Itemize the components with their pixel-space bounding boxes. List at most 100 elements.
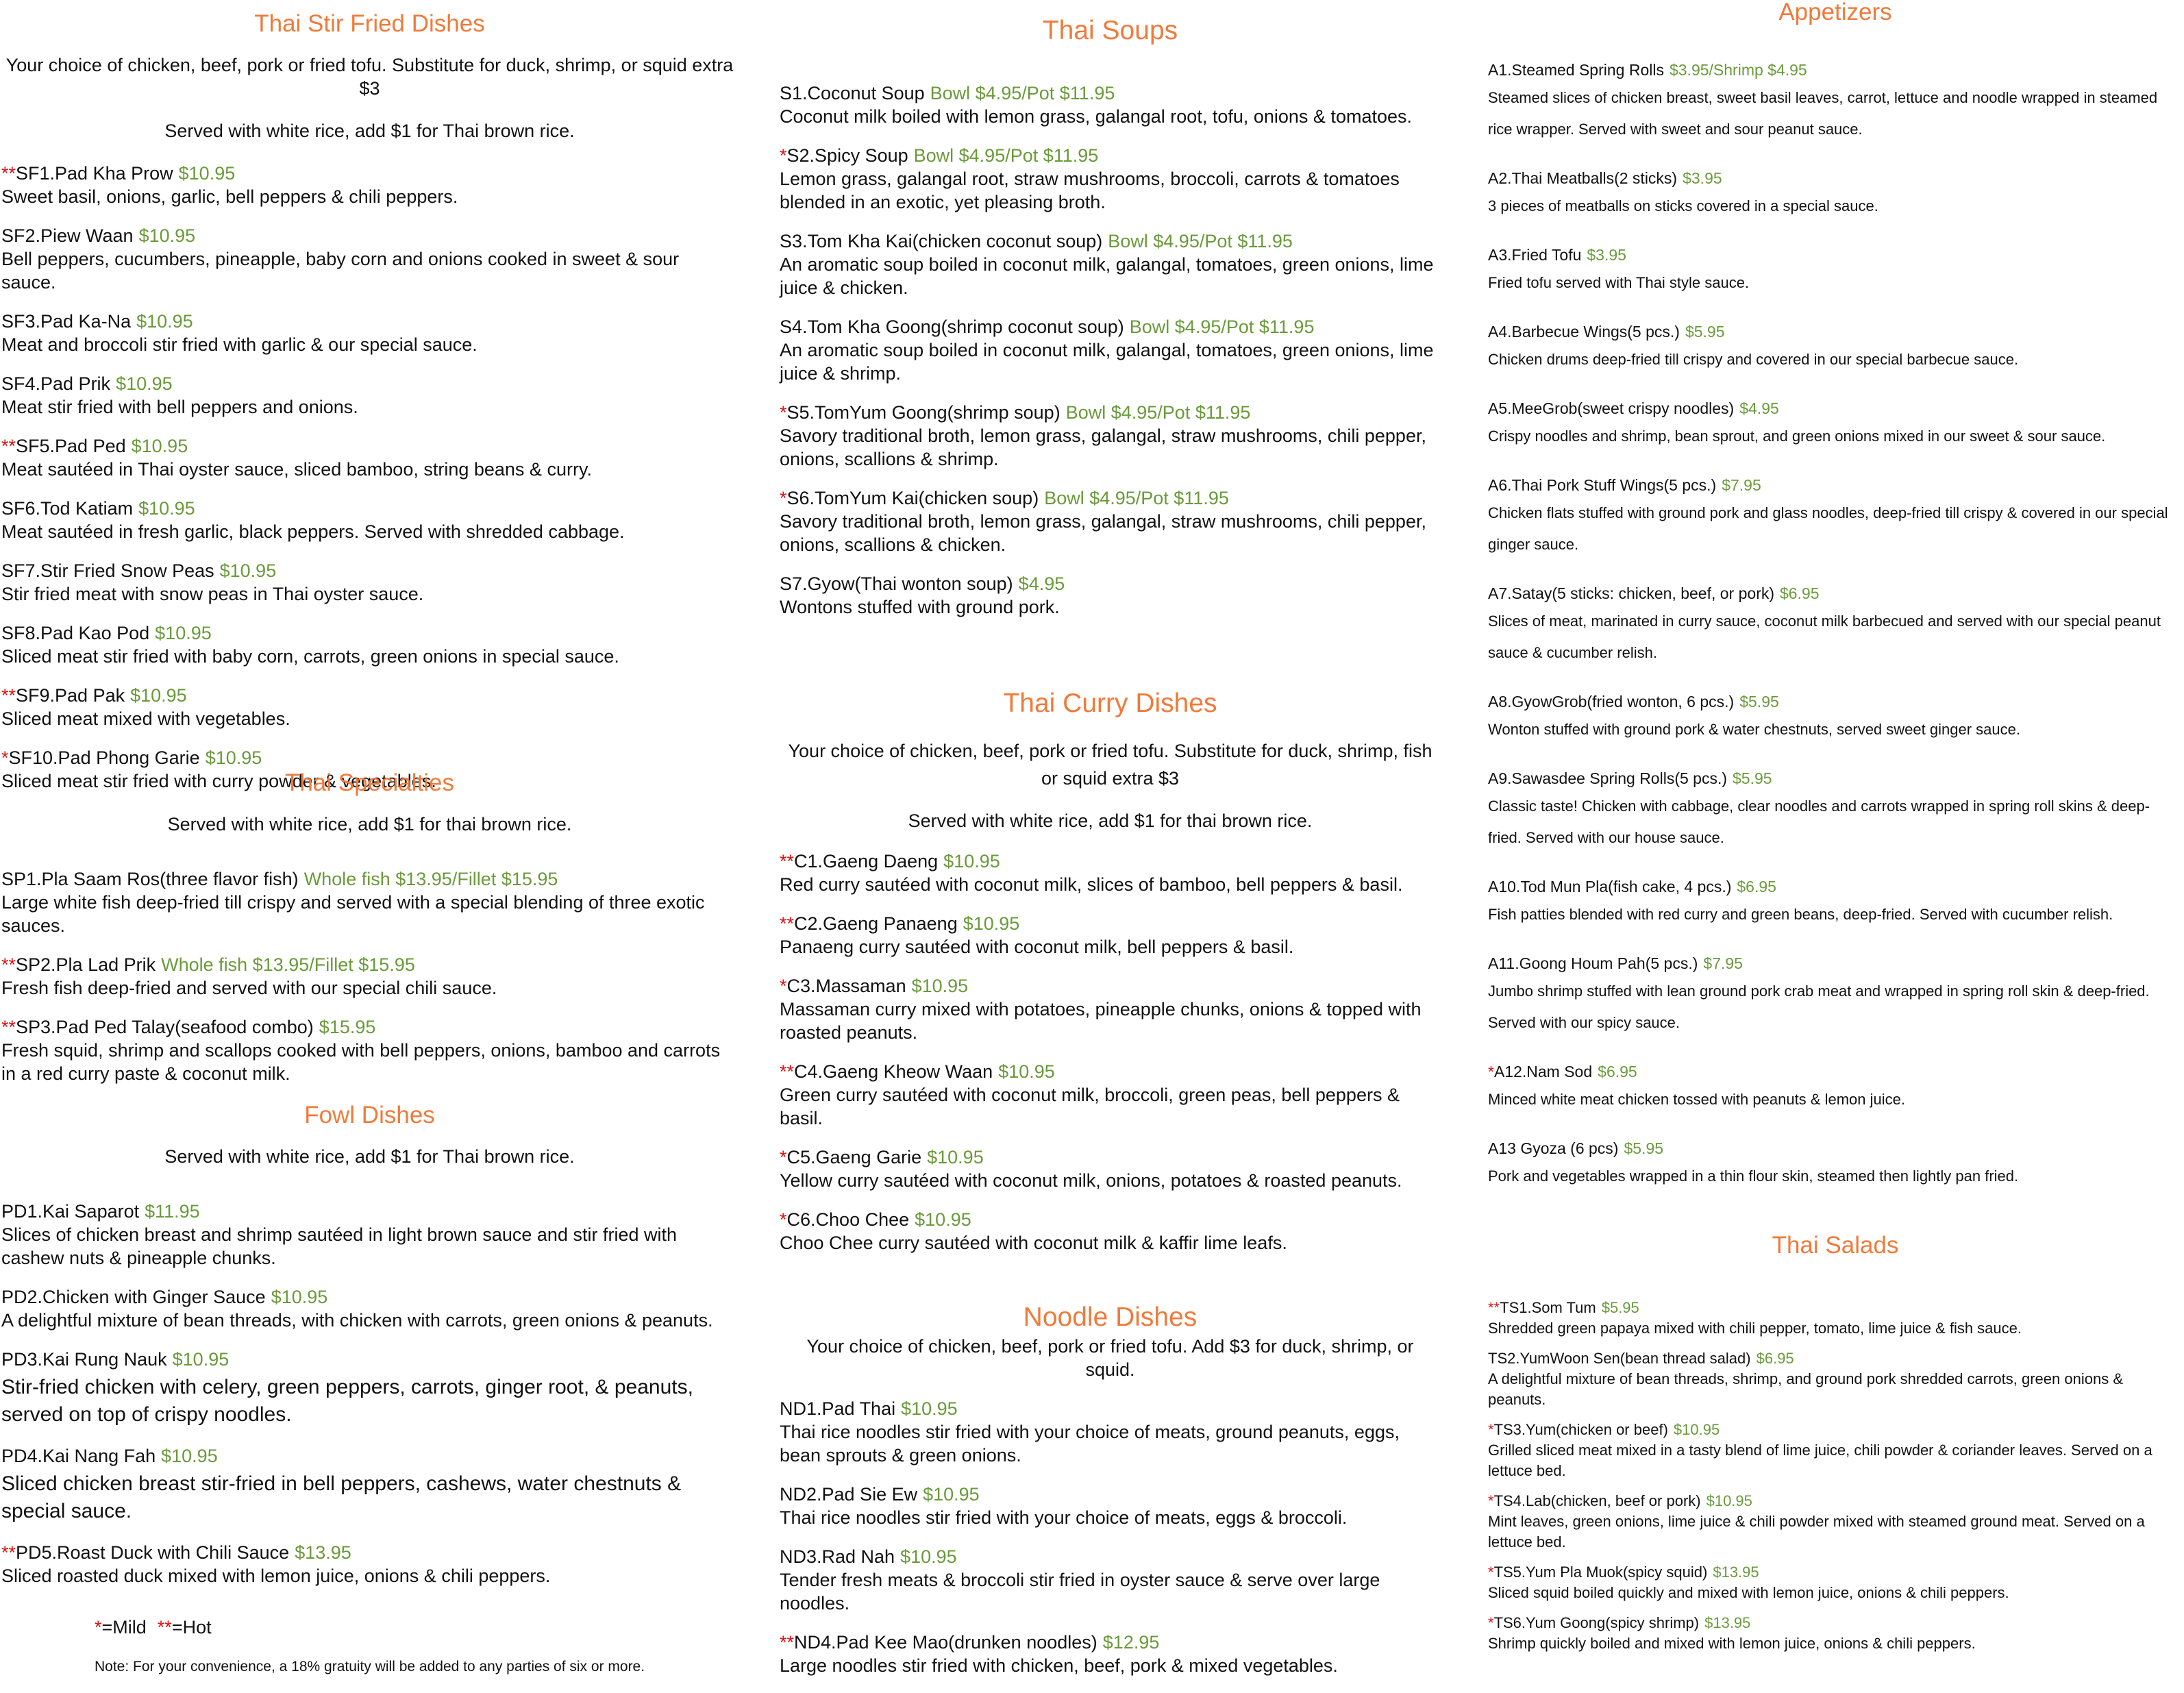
item-description: Meat sautéed in Thai oyster sauce, slice… [1,459,592,480]
item-price: Bowl $4.95/Pot $11.95 [1108,231,1293,251]
item-name: TS3.Yum(chicken or beef) [1493,1421,1668,1438]
item-heading: *C3.Massaman $10.95 [780,974,1441,998]
item-heading: A13 Gyoza (6 pcs) $5.95 [1488,1136,2183,1161]
item-price: $10.95 [915,1209,971,1230]
item-description: Fresh fish deep-fried and served with ou… [1,978,497,998]
item-description: Yellow curry sautéed with coconut milk, … [780,1170,1402,1191]
menu-item: A6.Thai Pork Stuff Wings(5 pcs.) $7.95 Chi… [1488,473,2183,560]
item-name: A4.Barbecue Wings(5 pcs.) [1488,323,1680,341]
item-name: A1.Steamed Spring Rolls [1488,61,1664,79]
spice-marker: * [1,747,9,768]
menu-item: A7.Satay(5 sticks: chicken, beef, or por… [1488,581,2183,669]
item-name: SF3.Pad Ka-Na [1,311,132,332]
item-heading: *S5.TomYum Goong(shrimp soup) Bowl $4.95/… [780,401,1441,424]
menu-item: SF7.Stir Fried Snow Peas $10.95 Stir fried… [1,559,738,606]
item-price: Bowl $4.95/Pot $11.95 [1065,402,1251,423]
item-heading: SF3.Pad Ka-Na $10.95 [1,310,738,333]
menu-column: Thai Soups S1.Coconut Soup Bowl $4.95/Pot … [780,0,1441,1679]
section-note: Your choice of chicken, beef, pork or fr… [806,1336,1414,1380]
item-price: $6.95 [1756,1350,1794,1367]
item-description: Mint leaves, green onions, lime juice & … [1488,1513,2145,1550]
menu-item: SF3.Pad Ka-Na $10.95 Meat and broccoli sti… [1,310,738,356]
menu-section: Noodle Dishes Your choice of chicken, bee… [780,1300,1441,1693]
item-heading: *TS6.Yum Goong(spicy shrimp) $13.95 [1488,1613,2183,1633]
item-description: Sliced meat mixed with vegetables. [1,708,290,729]
item-description: Thai rice noodles stir fried with your c… [780,1422,1400,1466]
item-description: Fresh squid, shrimp and scallops cooked … [1,1040,721,1084]
spice-marker: ** [1,1017,16,1037]
item-heading: **TS1.Som Tum $5.95 [1488,1298,2183,1318]
item-description: Meat sautéed in fresh garlic, black pepp… [1,521,625,542]
menu-item: PD1.Kai Saparot $11.95 Slices of chicken b… [1,1200,738,1270]
menu-item: A8.GyowGrob(fried wonton, 6 pcs.) $5.95 Wo… [1488,689,2183,745]
menu-item: *TS3.Yum(chicken or beef) $10.95 Grilled s… [1488,1420,2183,1481]
item-price: $3.95/Shrimp $4.95 [1669,61,1807,79]
item-price: $10.95 [138,225,196,246]
menu-item: A1.Steamed Spring Rolls $3.95/Shrimp $4.9… [1488,58,2183,145]
section-title: Thai Specialties [284,769,455,796]
menu-section: Thai Curry Dishes Your choice of chicken,… [780,687,1441,1270]
item-heading: S1.Coconut Soup Bowl $4.95/Pot $11.95 [780,82,1441,105]
menu-item: ND2.Pad Sie Ew $10.95 Thai rice noodles st… [780,1483,1441,1529]
menu-item: **C1.Gaeng Daeng $10.95 Red curry sautéed … [780,850,1441,896]
item-name: ND1.Pad Thai [780,1398,896,1419]
menu-item: A10.Tod Mun Pla(fish cake, 4 pcs.) $6.95 F… [1488,874,2183,930]
item-heading: **SF9.Pad Pak $10.95 [1,684,738,707]
item-price: $13.95 [1713,1564,1759,1581]
menu-item: **SF1.Pad Kha Prow $10.95 Sweet basil, oni… [1,162,738,208]
item-heading: SF7.Stir Fried Snow Peas $10.95 [1,559,738,582]
item-description: Sliced chicken breast stir-fried in bell… [1,1472,682,1522]
item-name: PD3.Kai Rung Nauk [1,1349,167,1370]
item-price: $10.95 [116,373,173,394]
item-price: $5.95 [1733,769,1772,787]
item-name: S4.Tom Kha Goong(shrimp coconut soup) [780,317,1124,337]
item-price: $6.95 [1737,878,1776,895]
section-title: Thai Curry Dishes [1003,689,1217,718]
item-name: A13 Gyoza (6 pcs) [1488,1139,1619,1157]
item-description: Fish patties blended with red curry and … [1488,906,2113,923]
item-name: TS4.Lab(chicken, beef or pork) [1493,1492,1701,1509]
item-name: A11.Goong Houm Pah(5 pcs.) [1488,954,1698,972]
spice-marker: ** [780,1632,795,1653]
item-price: $10.95 [138,498,195,519]
item-name: ND4.Pad Kee Mao(drunken noodles) [794,1632,1097,1653]
item-name: S6.TomYum Kai(chicken soup) [786,488,1039,508]
item-description: Red curry sautéed with coconut milk, sli… [780,874,1403,895]
item-name: A9.Sawasdee Spring Rolls(5 pcs.) [1488,769,1727,787]
section-note: Served with white rice, add $1 for thai … [908,811,1313,831]
item-price: $3.95 [1587,246,1626,264]
item-heading: A10.Tod Mun Pla(fish cake, 4 pcs.) $6.95 [1488,874,2183,899]
item-description: Panaeng curry sautéed with coconut milk,… [780,937,1294,957]
item-price: $6.95 [1598,1063,1637,1080]
item-heading: SF6.Tod Katiam $10.95 [1,497,738,520]
item-description: A delightful mixture of bean threads, wi… [1,1310,713,1331]
item-heading: ND3.Rad Nah $10.95 [780,1545,1441,1568]
item-heading: SF2.Piew Waan $10.95 [1,224,738,247]
item-name: A8.GyowGrob(fried wonton, 6 pcs.) [1488,693,1735,710]
menu-item: SF6.Tod Katiam $10.95 Meat sautéed in fres… [1,497,738,543]
item-description: Minced white meat chicken tossed with pe… [1488,1091,1905,1108]
spice-marker: * [780,402,787,423]
item-name: S3.Tom Kha Kai(chicken coconut soup) [780,231,1103,251]
item-heading: A8.GyowGrob(fried wonton, 6 pcs.) $5.95 [1488,689,2183,714]
item-price: $10.95 [900,1546,957,1567]
menu-item: *S2.Spicy Soup Bowl $4.95/Pot $11.95 Lemon… [780,144,1441,214]
section-note: Served with white rice, add $1 for thai … [167,814,572,835]
item-name: SF7.Stir Fried Snow Peas [1,560,214,581]
menu-item: *C3.Massaman $10.95 Massaman curry mixed w… [780,974,1441,1044]
menu-item: **SF5.Pad Ped $10.95 Meat sautéed in Thai … [1,434,738,481]
item-description: Stir-fried chicken with celery, green pe… [1,1376,693,1426]
item-heading: *A12.Nam Sod $6.95 [1488,1059,2183,1084]
item-description: Choo Chee curry sautéed with coconut mil… [780,1233,1287,1253]
menu-item: *C5.Gaeng Garie $10.95 Yellow curry sautée… [780,1146,1441,1192]
item-heading: SF8.Pad Kao Pod $10.95 [1,621,738,645]
item-name: A10.Tod Mun Pla(fish cake, 4 pcs.) [1488,878,1732,895]
menu-column: Appetizers A1.Steamed Spring Rolls $3.95/S… [1488,0,2183,1679]
item-price: Bowl $4.95/Pot $11.95 [913,145,1099,166]
item-description: Thai rice noodles stir fried with your c… [780,1507,1348,1528]
item-heading: *S6.TomYum Kai(chicken soup) Bowl $4.95/P… [780,486,1441,510]
item-name: SF10.Pad Phong Garie [8,747,200,768]
item-price: $5.95 [1601,1299,1639,1316]
menu-item: **PD5.Roast Duck with Chili Sauce $13.95 S… [1,1541,738,1587]
